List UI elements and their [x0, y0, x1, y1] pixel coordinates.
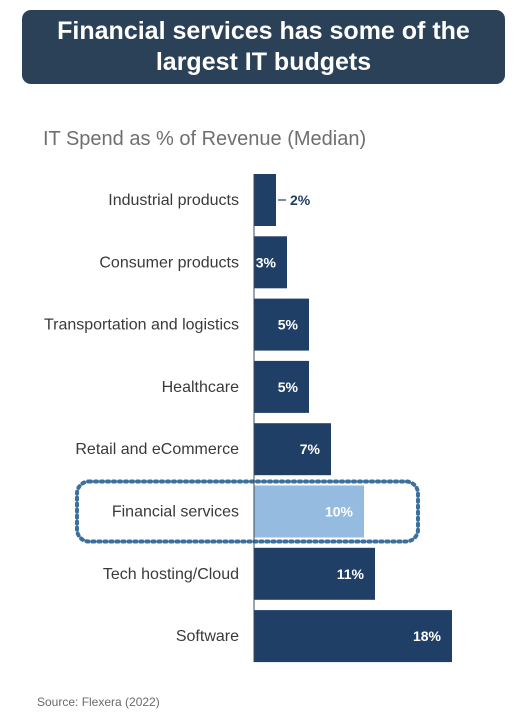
category-label: Tech hosting/Cloud: [103, 566, 239, 583]
chart-subtitle: IT Spend as % of Revenue (Median): [43, 128, 367, 150]
category-label: Healthcare: [162, 379, 239, 396]
category-label: Financial services: [112, 504, 239, 521]
bar: [254, 423, 331, 476]
value-label: 2%: [290, 192, 311, 208]
value-label: 3%: [256, 254, 277, 270]
page-title: Financial services has some of the large…: [57, 17, 470, 76]
bar: [254, 298, 309, 351]
category-label: Software: [176, 628, 239, 645]
highlight-box: [75, 479, 420, 544]
source-note: Source: Flexera (2022): [37, 695, 160, 709]
value-label: 7%: [300, 441, 321, 457]
bar-highlighted: [254, 485, 364, 538]
bar: [254, 610, 452, 663]
value-label: 18%: [413, 628, 442, 644]
value-label: 5%: [278, 379, 299, 395]
category-label: Transportation and logistics: [44, 317, 239, 334]
bar: [254, 174, 276, 226]
bar: [254, 360, 309, 413]
value-label: 5%: [278, 317, 299, 333]
bar: [254, 236, 287, 289]
title-banner: Financial services has some of the large…: [22, 10, 505, 84]
category-label: Industrial products: [108, 192, 239, 209]
value-label: 10%: [325, 504, 354, 520]
category-label: Retail and eCommerce: [75, 441, 239, 458]
value-label: 11%: [337, 566, 365, 582]
bar: [254, 547, 375, 600]
category-label: Consumer products: [99, 254, 239, 271]
